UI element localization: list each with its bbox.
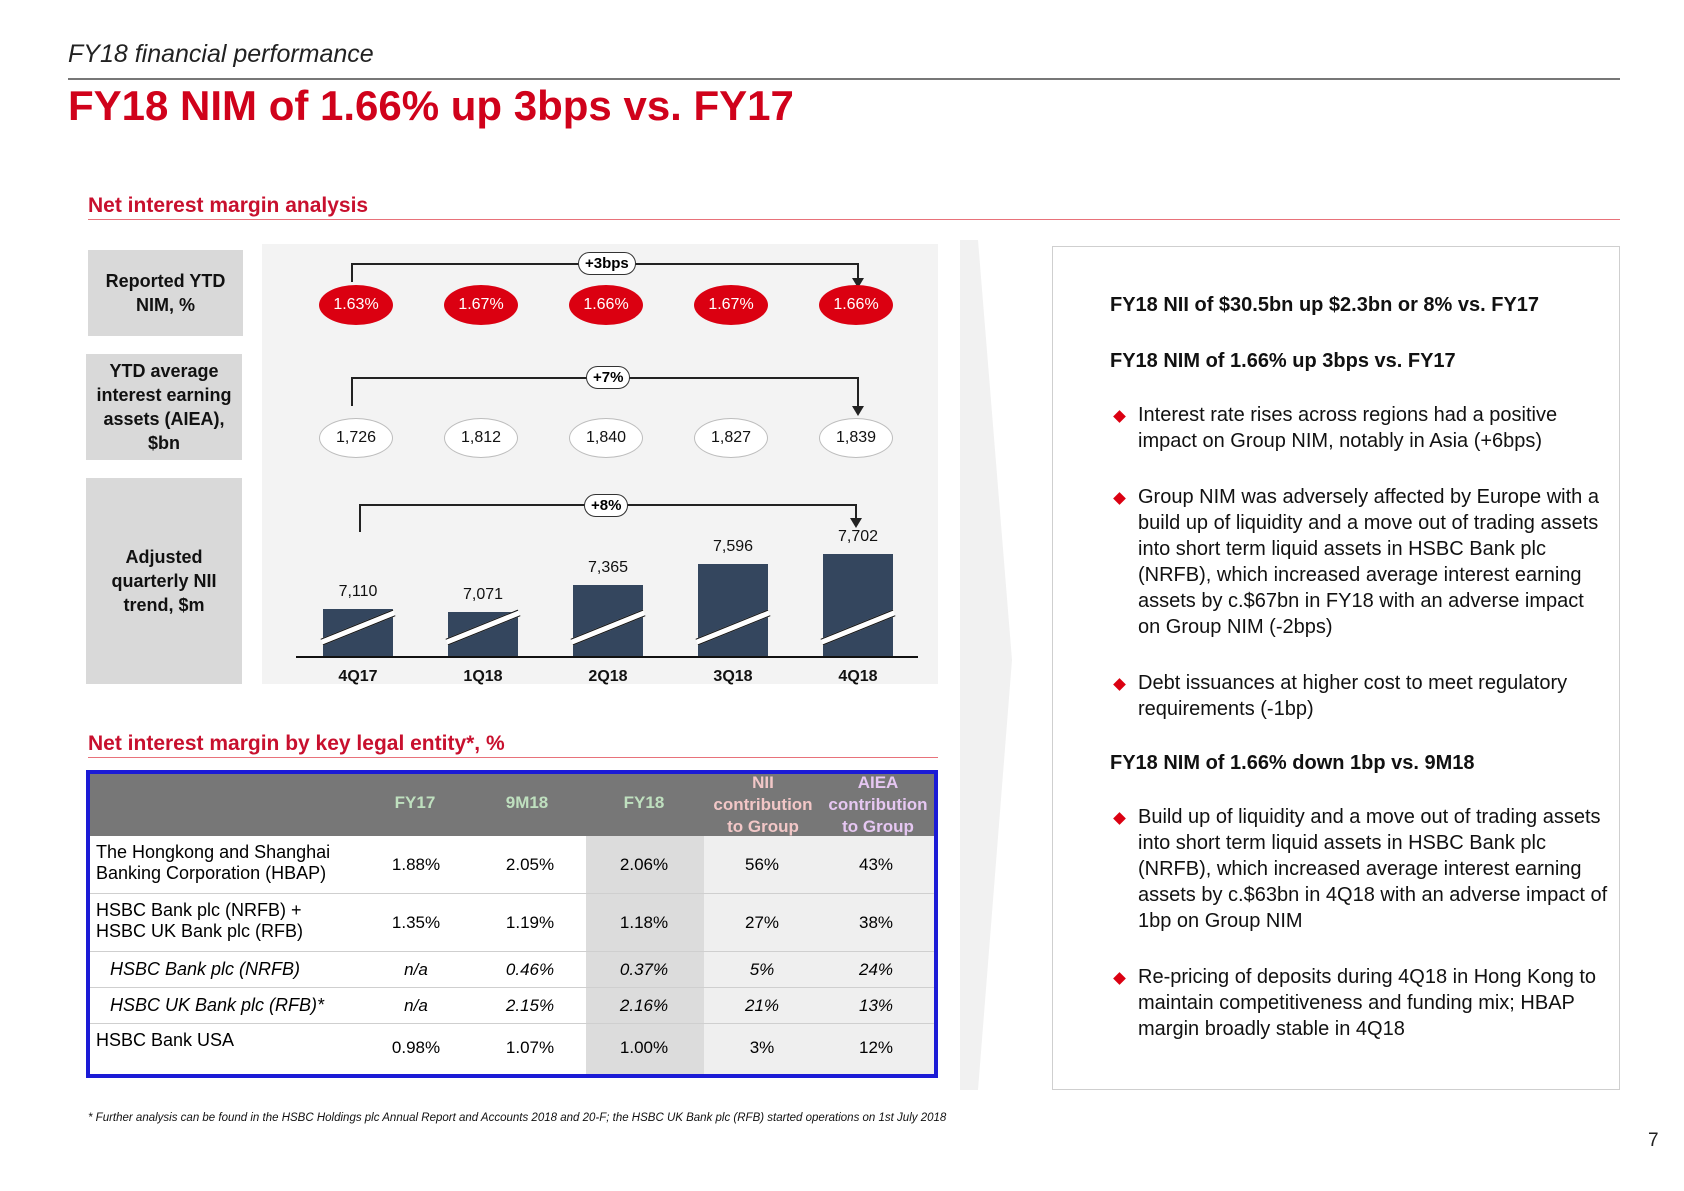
table-cell: n/a [404, 960, 428, 979]
aiea-bubble: 1,839 [819, 418, 893, 458]
nim-section-title: Net interest margin analysis [88, 194, 369, 217]
nii-value-label: 7,596 [712, 538, 754, 555]
table-cell: 0.98% [391, 1038, 441, 1057]
commentary-bullet: Interest rate rises across regions had a… [1138, 404, 1558, 452]
contribution-columns-bg [704, 836, 934, 1074]
col-header-9m18: 9M18 [505, 793, 549, 812]
nim-change-badge: +3bps [578, 252, 636, 275]
quarter-label: 2Q18 [588, 668, 628, 685]
entity-table-frame [86, 770, 938, 1078]
nii-bar-chart: 7,110 4Q17 7,071 1Q18 7,365 2Q18 7,596 3Q18 7,70… [262, 244, 938, 685]
aiea-bubble: 1,827 [694, 418, 768, 458]
nim-bubble: 1.63% [319, 285, 393, 325]
table-cell: 2.16% [619, 996, 669, 1015]
table-cell: 1.35% [391, 913, 441, 932]
nii-value-label: 7,365 [587, 559, 629, 576]
row-separator [90, 951, 934, 952]
row-label-nii: Adjusted quarterly NII trend, $m [86, 478, 242, 684]
table-row: The Hongkong and Shanghai Banking Corpor… [86, 836, 938, 894]
table-cell: 5% [749, 960, 775, 979]
aiea-bubble: 1,812 [444, 418, 518, 458]
nii-bar [698, 564, 768, 656]
table-cell: 38% [858, 913, 894, 932]
entity-name: HSBC Bank plc (NRFB) + HSBC UK Bank plc … [96, 900, 304, 941]
table-cell: 2.05% [505, 855, 555, 874]
col-header-fy18: FY18 [623, 793, 665, 812]
table-cell: 1.88% [391, 855, 441, 874]
nim-section-rule [88, 219, 1620, 220]
nii-value-label: 7,071 [462, 586, 504, 603]
nii-value-label: 7,110 [338, 583, 378, 600]
nim-bubble: 1.67% [444, 285, 518, 325]
nim-bubble: 1.66% [819, 285, 893, 325]
commentary-heading-nim-9m18: FY18 NIM of 1.66% down 1bp vs. 9M18 [1110, 752, 1475, 774]
table-cell: 2.06% [619, 855, 669, 874]
nim-bubble: 1.66% [569, 285, 643, 325]
entity-section-rule [88, 757, 938, 758]
table-cell: 1.00% [619, 1038, 669, 1057]
row-label-nim: Reported YTD NIM, % [88, 250, 243, 336]
commentary-bullet: Group NIM was adversely affected by Euro… [1138, 486, 1599, 638]
quarter-label: 4Q18 [838, 668, 878, 685]
table-cell: 12% [858, 1038, 894, 1057]
quarter-label: 1Q18 [463, 668, 503, 685]
col-header-fy17: FY17 [394, 793, 436, 812]
commentary-box [1052, 246, 1620, 1090]
table-row: HSBC Bank plc (NRFB) n/a 0.46% 0.37% 5% 24% [86, 952, 938, 988]
fy18-column-highlight [586, 836, 704, 1074]
aiea-bubble: 1,726 [319, 418, 393, 458]
table-cell: 43% [858, 855, 894, 874]
row-separator [90, 893, 934, 894]
table-cell: 1.18% [619, 913, 669, 932]
header-rule [68, 78, 1620, 80]
commentary-bullet: Build up of liquidity and a move out of … [1138, 806, 1608, 932]
nii-value-label: 7,702 [837, 528, 879, 545]
commentary-heading-nii: FY18 NII of $30.5bn up $2.3bn or 8% vs. … [1110, 294, 1540, 316]
entity-name: HSBC Bank plc (NRFB) [110, 959, 301, 979]
table-cell: 24% [858, 960, 894, 979]
entity-name: The Hongkong and Shanghai Banking Corpor… [96, 842, 331, 883]
table-row: HSBC Bank USA 0.98% 1.07% 1.00% 3% 12% [86, 1024, 938, 1072]
commentary-bullet: Re-pricing of deposits during 4Q18 in Ho… [1138, 966, 1597, 1040]
quarter-label: 4Q17 [338, 668, 378, 685]
page-number: 7 [1648, 1130, 1659, 1151]
commentary-heading-nim-fy17: FY18 NIM of 1.66% up 3bps vs. FY17 [1110, 350, 1456, 372]
entity-section-title: Net interest margin by key legal entity*… [88, 732, 505, 755]
table-cell: 27% [744, 913, 780, 932]
table-cell: 56% [744, 855, 780, 874]
table-cell: 1.19% [505, 913, 555, 932]
aiea-change-badge: +7% [586, 366, 631, 389]
nim-bubble: 1.67% [694, 285, 768, 325]
footnote: * Further analysis can be found in the H… [88, 1112, 947, 1124]
row-label-aiea: YTD average interest earning assets (AIE… [86, 354, 242, 460]
col-header-aiea-contribution: AIEA contribution to Group [828, 773, 928, 836]
table-cell: 0.46% [505, 960, 555, 979]
table-row: HSBC Bank plc (NRFB) + HSBC UK Bank plc … [86, 894, 938, 952]
table-cell: 3% [749, 1038, 775, 1057]
section-kicker: FY18 financial performance [68, 40, 374, 68]
nii-change-badge: +8% [584, 494, 629, 517]
entity-table-body: The Hongkong and Shanghai Banking Corpor… [86, 836, 938, 1076]
commentary-bullet: Debt issuances at higher cost to meet re… [1138, 672, 1568, 720]
table-cell: 21% [744, 996, 780, 1015]
chevron-divider [960, 240, 1012, 1090]
table-cell: n/a [404, 996, 428, 1015]
table-cell: 2.15% [505, 996, 555, 1015]
row-separator [90, 987, 934, 988]
chart-axis [296, 656, 918, 658]
page-title: FY18 NIM of 1.66% up 3bps vs. FY17 [68, 82, 794, 129]
table-header-bg [86, 770, 938, 836]
entity-name: HSBC Bank USA [96, 1030, 235, 1050]
table-cell: 0.37% [619, 960, 669, 979]
col-header-nii-contribution: NII contribution to Group [713, 773, 813, 836]
aiea-bubble: 1,840 [569, 418, 643, 458]
table-row: HSBC UK Bank plc (RFB)* n/a 2.15% 2.16% 21% 1… [86, 988, 938, 1024]
table-cell: 13% [858, 996, 894, 1015]
table-cell: 1.07% [505, 1038, 555, 1057]
quarter-label: 3Q18 [713, 668, 753, 685]
row-separator [90, 1023, 934, 1024]
entity-name: HSBC UK Bank plc (RFB)* [110, 995, 325, 1015]
